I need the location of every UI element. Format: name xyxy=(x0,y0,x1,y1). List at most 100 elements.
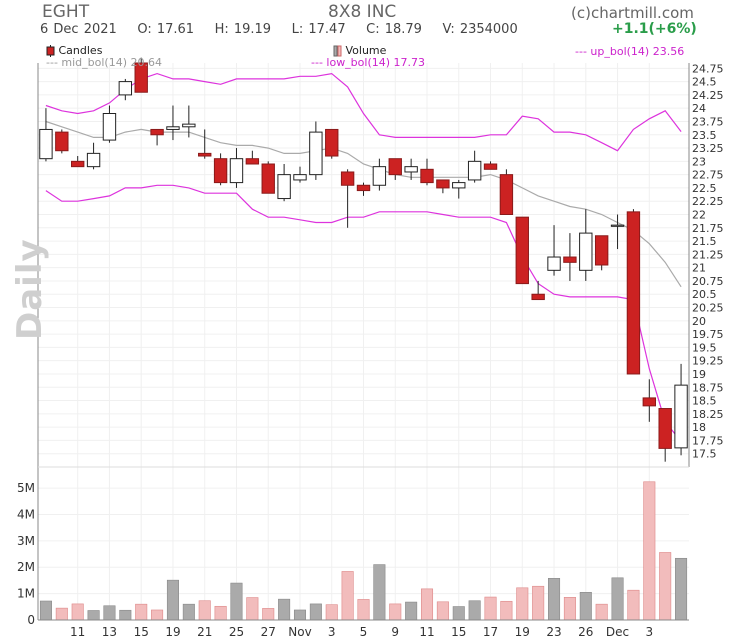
price-tick-label: 22.75 xyxy=(692,169,724,182)
volume-bar xyxy=(468,600,481,621)
volume-bar xyxy=(135,603,148,621)
volume-bar xyxy=(627,589,640,621)
candle-body xyxy=(277,174,291,200)
volume-bar xyxy=(548,578,561,621)
candle-body xyxy=(483,163,498,170)
candle-swatch-icon xyxy=(46,45,55,57)
volume-tick-label: 5M xyxy=(17,481,35,495)
candle-body xyxy=(293,174,307,181)
date-tick-label: 15 xyxy=(451,625,466,639)
volume-bar xyxy=(595,603,608,621)
candle-body xyxy=(134,62,148,93)
candle-body xyxy=(531,293,545,301)
candle-body xyxy=(356,184,371,192)
volume-bar xyxy=(166,579,179,621)
date-tick-label: 19 xyxy=(165,625,180,639)
volume-bar xyxy=(278,598,291,621)
volume-swatch-icon xyxy=(333,45,342,57)
up-bol-line xyxy=(45,72,682,152)
volume-bar xyxy=(405,601,418,621)
volume-bar xyxy=(341,571,354,621)
site-credit: (c)chartmill.com xyxy=(571,4,694,22)
volume-bar xyxy=(262,608,275,621)
price-tick-label: 19.5 xyxy=(692,341,717,354)
volume-bar xyxy=(611,577,624,621)
date-tick-label: 13 xyxy=(102,625,117,639)
volume-bar xyxy=(71,603,84,621)
volume-tick-label: 1M xyxy=(17,587,35,601)
volume-bar xyxy=(246,597,259,621)
volume-bar xyxy=(230,582,243,621)
volume-bar xyxy=(151,609,164,621)
volume-tick-label: 3M xyxy=(17,534,35,548)
axes xyxy=(37,63,690,621)
candle-body xyxy=(436,179,450,189)
date-tick-label: Dec xyxy=(606,625,629,639)
candle-body xyxy=(658,408,672,449)
candle-body xyxy=(404,166,418,173)
candle-body xyxy=(499,174,514,215)
volume-bar xyxy=(659,552,672,621)
candle-body xyxy=(55,131,69,152)
candle-body xyxy=(213,158,228,184)
candle-body xyxy=(642,397,656,407)
date-tick-label: 3 xyxy=(328,625,336,639)
volume-bar xyxy=(389,603,402,621)
legend-mid-bol: --- mid_bol(14) 20.64 xyxy=(46,56,162,69)
volume-bar xyxy=(309,603,322,621)
price-tick-label: 23.5 xyxy=(692,129,717,142)
price-tick-label: 18.75 xyxy=(692,381,724,394)
date-tick-label: 19 xyxy=(515,625,530,639)
volume-tick-label: 4M xyxy=(17,507,35,521)
date-tick-label: Nov xyxy=(288,625,311,639)
price-tick-label: 20.5 xyxy=(692,288,717,301)
candle-body xyxy=(579,232,593,271)
candle-body xyxy=(340,171,355,186)
volume-bar xyxy=(55,607,68,621)
ohlc-readout: 6 Dec 2021 O: 17.61 H: 19.19 L: 17.47 C:… xyxy=(40,22,518,37)
price-tick-label: 21.25 xyxy=(692,248,724,261)
volume-bar xyxy=(39,600,52,621)
price-tick-label: 18 xyxy=(692,421,706,434)
candle-body xyxy=(372,166,387,186)
volume-bar xyxy=(198,600,211,621)
price-tick-label: 20.25 xyxy=(692,302,724,315)
low-bol-line xyxy=(45,184,682,442)
candle-body xyxy=(563,256,577,263)
candle-body xyxy=(515,216,529,285)
candle-body xyxy=(547,256,561,271)
candle-body xyxy=(674,384,688,449)
candle-body xyxy=(118,81,133,96)
candle-body xyxy=(71,160,85,168)
date-tick-label: 11 xyxy=(419,625,434,639)
volume-bar xyxy=(643,481,656,621)
candle-body xyxy=(102,113,117,141)
legend-volume: Volume xyxy=(333,44,386,57)
price-tick-label: 17.5 xyxy=(692,448,717,461)
volume-value: V: 2354000 xyxy=(442,22,518,37)
candle-body xyxy=(245,158,260,165)
volume-bar xyxy=(87,610,100,621)
price-tick-label: 19.25 xyxy=(692,355,724,368)
candle-body xyxy=(198,152,212,157)
price-tick-label: 21.75 xyxy=(692,222,724,235)
price-change: +1.1(+6%) xyxy=(612,21,697,37)
volume-bar xyxy=(500,600,513,621)
candle-body xyxy=(610,224,625,227)
candle-body xyxy=(86,152,101,168)
date-tick-label: 26 xyxy=(578,625,593,639)
volume-bar xyxy=(532,585,545,621)
date-tick-label: 11 xyxy=(70,625,85,639)
candlesticks xyxy=(39,57,688,462)
price-tick-label: 23.75 xyxy=(692,115,724,128)
candle-body xyxy=(309,131,323,176)
price-tick-label: 17.75 xyxy=(692,434,724,447)
price-tick-label: 24.25 xyxy=(692,89,724,102)
candle-body xyxy=(182,123,196,128)
date-tick-label: 3 xyxy=(645,625,653,639)
company-name: 8X8 INC xyxy=(328,2,397,22)
low-value: L: 17.47 xyxy=(291,22,346,37)
price-tick-label: 18.25 xyxy=(692,408,724,421)
volume-bar xyxy=(119,609,132,621)
open-value: O: 17.61 xyxy=(137,22,195,37)
